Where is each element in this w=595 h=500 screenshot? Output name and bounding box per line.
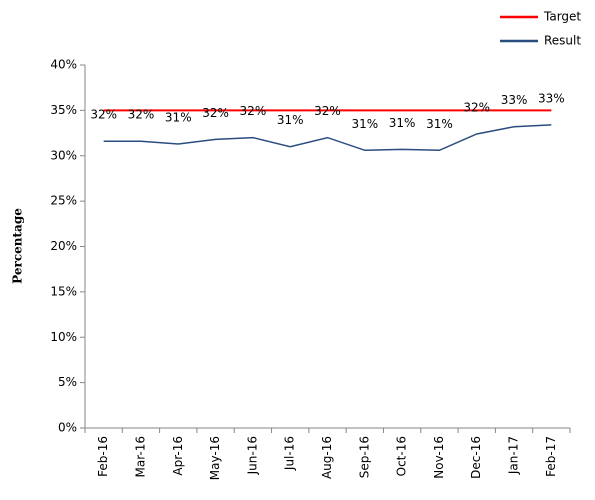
data-label: 32% xyxy=(90,108,117,122)
x-tick-label: Mar-16 xyxy=(133,436,147,477)
legend-label: Target xyxy=(543,10,581,24)
y-tick-label: 40% xyxy=(50,58,77,72)
series-line xyxy=(103,124,552,152)
x-tick-label: May-16 xyxy=(208,436,222,480)
data-label: 32% xyxy=(240,104,267,118)
x-tick-label: Oct-16 xyxy=(395,436,409,476)
y-tick-label: 25% xyxy=(50,194,77,208)
data-label: 32% xyxy=(314,104,341,118)
data-label: 32% xyxy=(202,106,229,120)
data-label: 31% xyxy=(165,110,192,124)
x-tick-label: Nov-16 xyxy=(432,436,446,479)
x-tick-label: Dec-16 xyxy=(469,436,483,479)
y-tick-label: 0% xyxy=(58,421,77,435)
data-label: 32% xyxy=(128,108,155,122)
x-tick-label: Jan-17 xyxy=(507,436,521,475)
y-tick-label: 30% xyxy=(50,148,77,162)
y-tick-label: 5% xyxy=(58,375,77,389)
y-axis-label: Percentage xyxy=(11,208,25,284)
y-tick-label: 15% xyxy=(50,284,77,298)
x-tick-label: Feb-17 xyxy=(544,436,558,477)
data-label: 32% xyxy=(463,100,490,114)
data-label: 33% xyxy=(538,91,565,105)
x-tick-label: Aug-16 xyxy=(320,436,334,479)
legend-label: Result xyxy=(544,34,581,48)
data-label: 33% xyxy=(501,93,528,107)
x-tick-label: Jun-16 xyxy=(245,436,259,475)
data-label: 31% xyxy=(277,113,304,127)
data-label: 31% xyxy=(426,117,453,131)
y-tick-label: 10% xyxy=(50,330,77,344)
x-tick-label: Jul-16 xyxy=(283,436,297,471)
data-label: 31% xyxy=(351,117,378,131)
y-tick-label: 20% xyxy=(50,239,77,253)
x-tick-label: Feb-16 xyxy=(96,436,110,477)
data-label: 31% xyxy=(389,116,416,130)
y-tick-label: 35% xyxy=(50,103,77,117)
x-tick-label: Apr-16 xyxy=(171,436,185,476)
x-tick-label: Sep-16 xyxy=(357,436,371,478)
